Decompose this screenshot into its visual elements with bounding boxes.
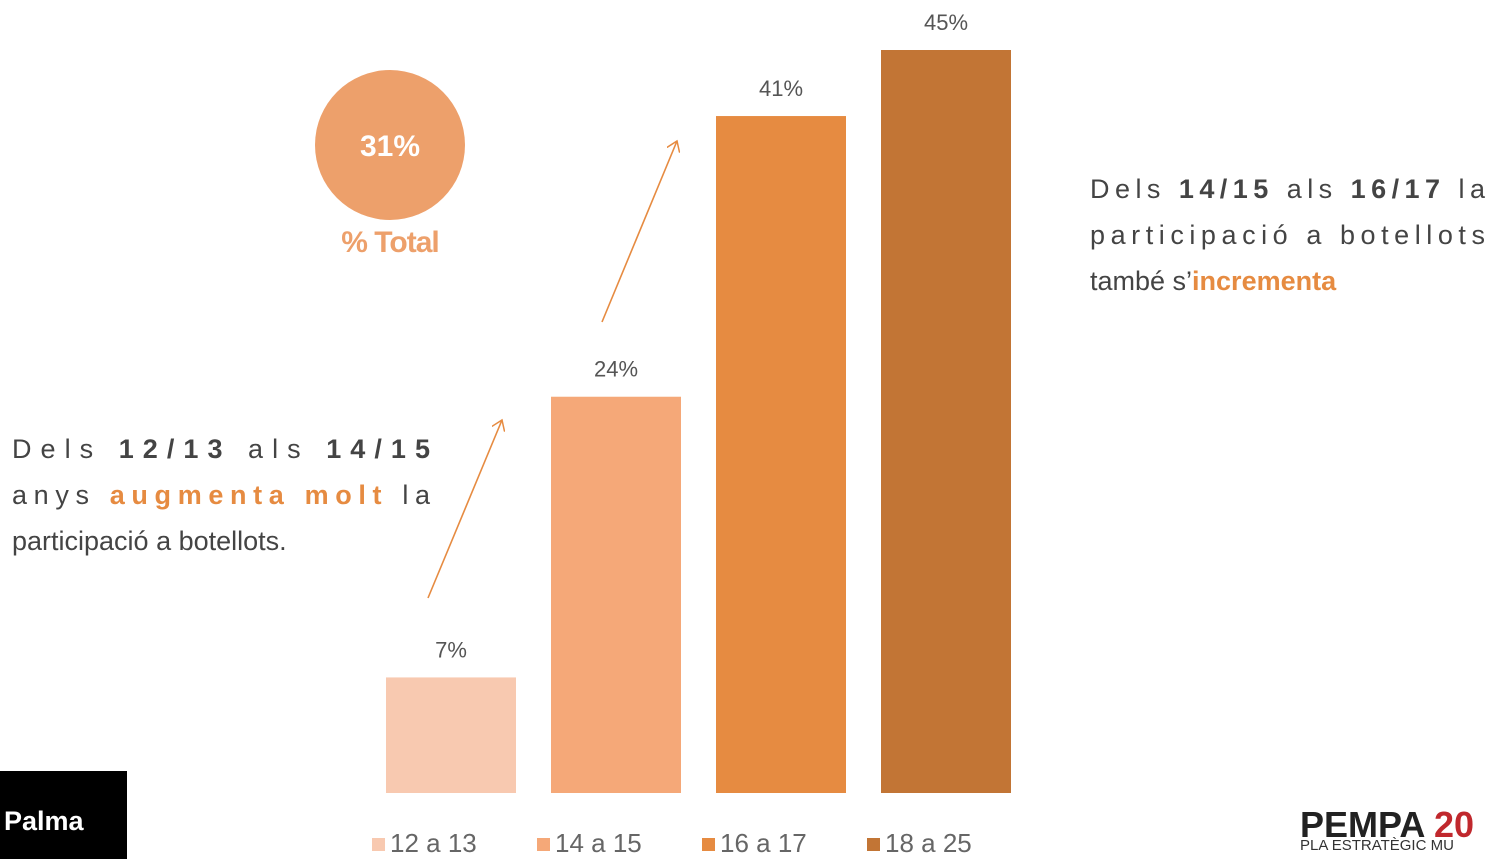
bar [881, 50, 1011, 793]
data-label: 7% [435, 637, 467, 662]
legend-swatch [702, 838, 715, 851]
annotation-line-segment: Dels [1090, 174, 1173, 204]
total-value: 31% [360, 130, 420, 163]
legend-label: 14 a 15 [555, 828, 642, 858]
legend-swatch [537, 838, 550, 851]
annotation-line-segment: augmenta molt [110, 480, 382, 510]
arrow [601, 141, 677, 323]
logo-right-title-segment: PEMPA [1300, 804, 1434, 845]
annotation-line-segment: 14/15 [1179, 174, 1268, 204]
logo-right-line: PLA ESTRATÈGIC MU [1300, 837, 1454, 854]
annotation-line-segment: 14/15 [326, 434, 430, 464]
logo-box [0, 771, 127, 859]
logo-left: Palma [4, 806, 85, 836]
annotation-line-segment: anys [12, 480, 103, 510]
annotation-line-segment: la [388, 480, 431, 510]
data-label: 41% [759, 76, 803, 101]
data-label: 45% [924, 10, 968, 35]
annotation-line: anys augmenta molt la [12, 480, 431, 510]
annotation-line-segment: incrementa [1192, 266, 1337, 296]
annotation-line: participació a botellots. [12, 526, 287, 556]
legend-label: 16 a 17 [720, 828, 807, 858]
annotation-line-segment: als [232, 434, 318, 464]
annotation-line-segment: 16/17 [1351, 174, 1440, 204]
annotation-line: Dels 14/15 als 16/17 la [1090, 174, 1486, 204]
annotation-line-segment: també s’ [1090, 266, 1192, 296]
bar [716, 116, 846, 794]
annotation-line-segment: participació a botellots. [12, 526, 287, 556]
legend-swatch [867, 838, 880, 851]
logo-right-title-segment: 20 [1434, 804, 1474, 845]
annotation-line: participació a botellots [1090, 220, 1485, 250]
annotation-line: Dels 12/13 als 14/15 [12, 434, 430, 464]
annotation-line-segment: als [1274, 174, 1345, 204]
annotation-line-segment: la [1446, 174, 1486, 204]
bar [551, 396, 681, 793]
annotation-line-segment: participació a botellots [1090, 220, 1485, 250]
legend-label: 18 a 25 [885, 828, 972, 858]
total-label: % Total [341, 226, 438, 259]
legend-swatch [372, 838, 385, 851]
legend-label: 12 a 13 [390, 828, 477, 858]
total-circle [315, 70, 465, 220]
data-label: 24% [594, 357, 638, 382]
annotation-line-segment: Dels [12, 434, 110, 464]
logo-right-title: PEMPA 20 [1300, 804, 1474, 845]
bar [386, 677, 516, 793]
annotation-line: també s’incrementa [1090, 266, 1337, 296]
arrow [427, 420, 502, 599]
annotation-line-segment: 12/13 [119, 434, 223, 464]
